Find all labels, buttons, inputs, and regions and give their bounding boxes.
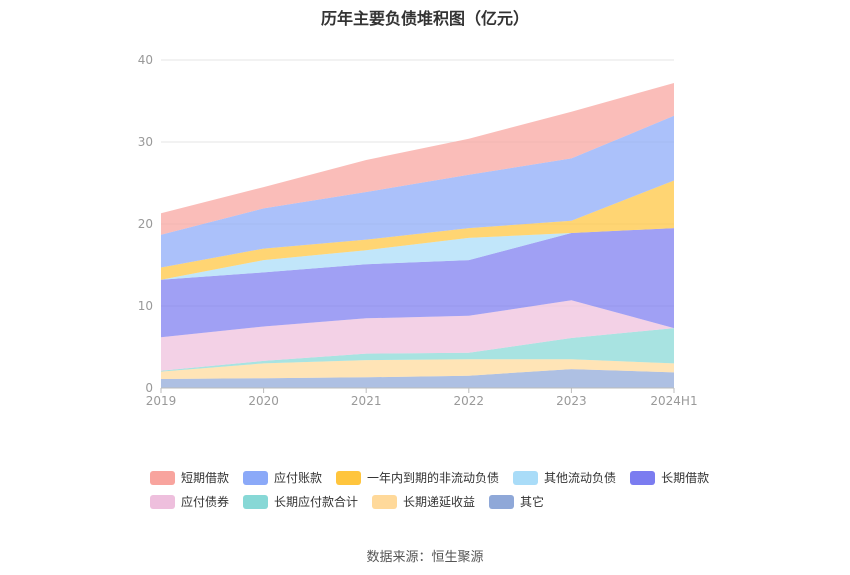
data-source: 数据来源：恒生聚源 (366, 550, 484, 565)
legend-swatch (243, 470, 269, 485)
legend-label: 长期借款 (661, 471, 710, 485)
area-短期借款 (161, 83, 674, 235)
area-其他流动负债 (161, 228, 674, 280)
legend-swatch (513, 470, 539, 485)
chart-title: 历年主要负债堆积图（亿元） (320, 9, 529, 28)
y-tick-label: 30 (138, 135, 153, 149)
area-长期应付款合计 (161, 328, 674, 372)
legend-label: 一年内到期的非流动负债 (367, 471, 500, 485)
x-tick-label: 2019 (146, 394, 177, 408)
x-tick-label: 2023 (556, 394, 587, 408)
legend-swatch (150, 470, 175, 485)
legend-swatch (150, 494, 175, 509)
area-应付账款 (161, 115, 674, 268)
legend-swatch (372, 494, 398, 509)
legend-swatch (243, 494, 269, 509)
y-tick-label: 0 (145, 381, 153, 395)
legend-label: 其他流动负债 (544, 471, 617, 485)
legend-swatch (489, 494, 515, 509)
legend-item[interactable]: 应付债券 (150, 494, 229, 509)
legend-item[interactable]: 其它 (489, 494, 544, 509)
legend-label: 应付债券 (181, 495, 230, 509)
legend-label: 长期递延收益 (403, 495, 476, 509)
x-tick-label: 2022 (454, 394, 485, 408)
legend-item[interactable]: 一年内到期的非流动负债 (336, 470, 499, 485)
legend: 短期借款 应付账款 一年内到期的非流动负债 其他流动负债 长期借款应付债券 长期应付款合计… (150, 470, 710, 509)
y-tick-label: 20 (138, 217, 153, 231)
legend-swatch (336, 470, 362, 485)
area-长期递延收益 (161, 359, 674, 379)
legend-label: 其它 (520, 495, 545, 509)
area-应付债券 (161, 300, 674, 371)
area-一年内到期的非流动负债 (161, 180, 674, 280)
legend-label: 长期应付款合计 (274, 495, 359, 509)
legend-label: 短期借款 (181, 471, 230, 485)
area-series (161, 83, 674, 388)
x-tick-label: 2020 (248, 394, 279, 408)
y-tick-label: 40 (138, 53, 153, 67)
area-其它 (161, 369, 674, 388)
area-长期借款 (161, 228, 674, 338)
legend-item[interactable]: 长期应付款合计 (243, 494, 358, 509)
legend-item[interactable]: 长期递延收益 (372, 494, 475, 509)
axes: 0 10 20 30 40 2019 2020 2021 2022 2023 2024H1 (138, 53, 698, 408)
legend-item[interactable]: 短期借款 (150, 470, 229, 485)
legend-item[interactable]: 应付账款 (243, 470, 322, 485)
legend-swatch (630, 470, 656, 485)
legend-item[interactable]: 长期借款 (630, 470, 709, 485)
x-tick-label: 2024H1 (650, 394, 697, 408)
legend-item[interactable]: 其他流动负债 (513, 470, 616, 485)
y-tick-label: 10 (138, 299, 153, 313)
x-tick-label: 2021 (351, 394, 382, 408)
legend-label: 应付账款 (274, 471, 323, 485)
